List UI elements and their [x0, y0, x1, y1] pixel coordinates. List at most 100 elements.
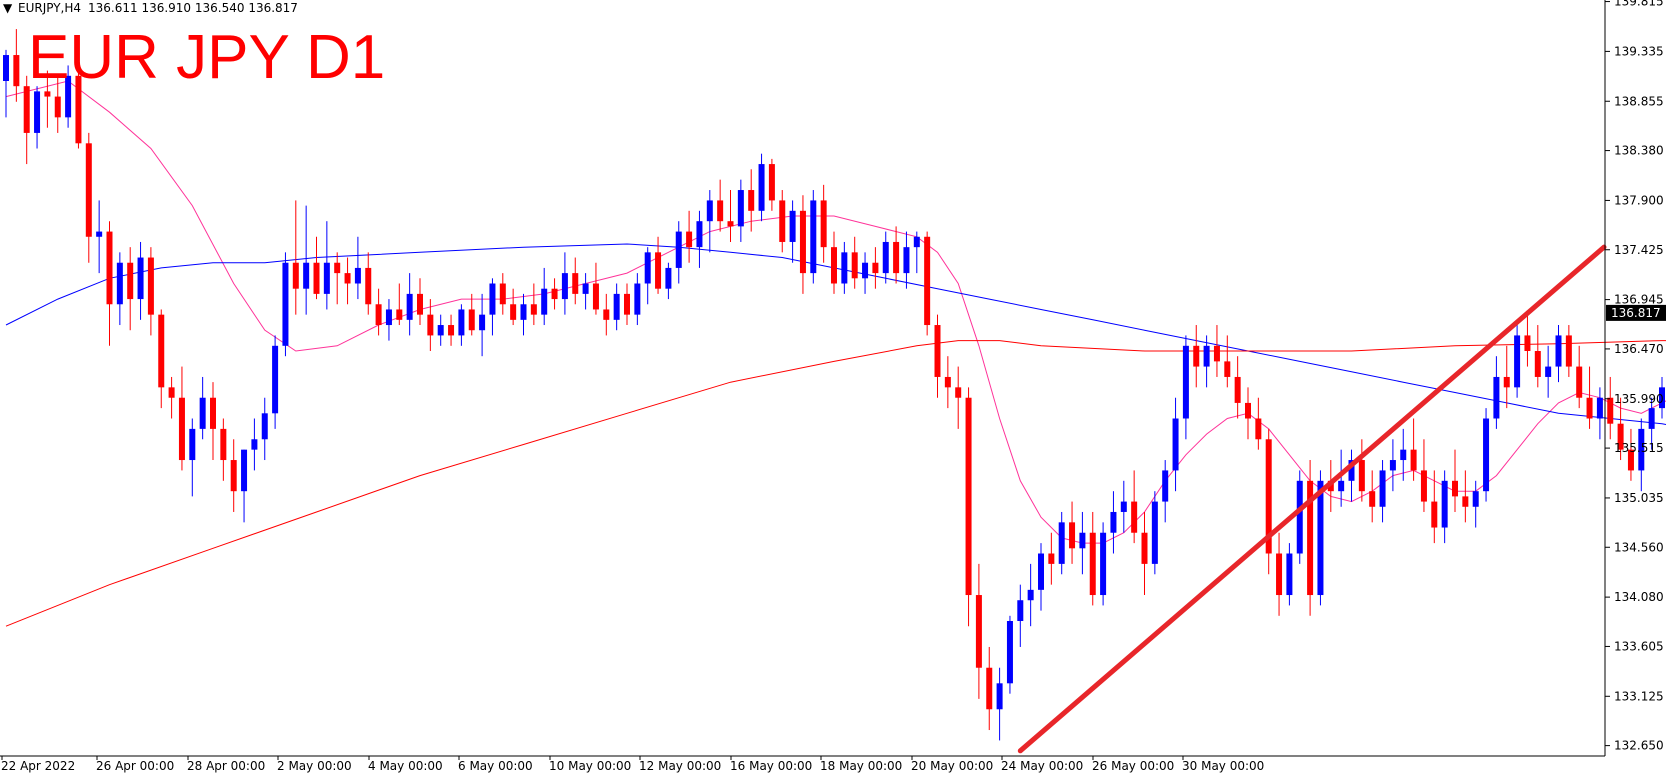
- candle: [1462, 470, 1469, 523]
- candle-body: [1472, 491, 1479, 507]
- candle-body: [354, 267, 361, 284]
- candle: [116, 252, 123, 326]
- candle: [417, 278, 423, 326]
- candle: [624, 283, 630, 326]
- candle-body: [220, 428, 227, 461]
- moving-average-line-2: [5, 243, 1666, 426]
- y-tick-label: 135.035: [1614, 491, 1664, 505]
- candle-body: [23, 86, 30, 133]
- candle-body: [727, 221, 734, 227]
- candle-body: [665, 267, 672, 289]
- candle-body: [147, 257, 154, 315]
- candle-body: [758, 164, 765, 211]
- candle: [520, 293, 527, 336]
- candle: [230, 439, 237, 512]
- candle-body: [1317, 480, 1324, 596]
- moving-average-line-1: [5, 80, 1666, 544]
- candle-body: [1514, 335, 1521, 388]
- candle-body: [624, 293, 630, 315]
- candle-body: [1483, 418, 1490, 492]
- candle-body: [251, 439, 258, 450]
- candle-body: [1617, 423, 1624, 450]
- candle-body: [272, 345, 279, 414]
- candle: [147, 247, 154, 336]
- candle-body: [1006, 621, 1013, 684]
- candle: [137, 241, 144, 320]
- candle: [510, 288, 517, 326]
- candle-body: [13, 55, 20, 87]
- candle: [272, 335, 279, 429]
- candle: [1131, 470, 1138, 544]
- candle: [924, 231, 931, 336]
- candle-body: [737, 190, 744, 227]
- candle: [1659, 376, 1665, 419]
- candle-body: [1586, 397, 1593, 419]
- candle: [1545, 345, 1552, 398]
- y-tick-label: 133.605: [1614, 639, 1664, 653]
- candle-body: [1255, 418, 1262, 440]
- candle: [1058, 511, 1065, 575]
- candle: [717, 179, 724, 232]
- candle-body: [230, 460, 237, 492]
- candle-body: [44, 91, 51, 97]
- candle: [530, 283, 537, 326]
- candle: [199, 376, 206, 440]
- header-triangle-icon[interactable]: ▼: [3, 1, 13, 15]
- candle-body: [34, 91, 41, 133]
- candle: [1565, 325, 1572, 377]
- candle: [1162, 460, 1169, 523]
- candle: [572, 257, 579, 305]
- candle: [499, 273, 506, 315]
- candle: [1048, 532, 1055, 585]
- x-tick-label: 6 May 00:00: [458, 759, 533, 773]
- candle: [737, 179, 744, 242]
- candle-body: [385, 309, 392, 326]
- candle-body: [820, 200, 827, 248]
- candle: [220, 418, 227, 481]
- candle: [261, 397, 268, 461]
- candle: [665, 262, 672, 300]
- candle: [189, 418, 196, 497]
- candle-body: [1296, 480, 1303, 554]
- y-tick-label: 134.080: [1614, 590, 1664, 604]
- candle-body: [437, 325, 444, 336]
- candle-body: [592, 283, 599, 310]
- candle-body: [1141, 532, 1148, 564]
- candle: [768, 158, 775, 211]
- x-tick-label: 28 Apr 00:00: [187, 759, 265, 773]
- candle-body: [1038, 553, 1044, 590]
- candle-body: [406, 293, 413, 320]
- candle: [975, 563, 982, 699]
- candle: [655, 236, 662, 294]
- candle-body: [75, 75, 82, 144]
- candle-body: [862, 262, 869, 279]
- candle: [686, 210, 693, 263]
- candle: [986, 646, 993, 731]
- candle-body: [1131, 501, 1138, 533]
- candle-body: [1638, 428, 1645, 471]
- candle: [210, 382, 216, 461]
- candle-body: [127, 262, 134, 300]
- candle-body: [1069, 522, 1076, 549]
- y-tick-label: 138.855: [1614, 94, 1664, 108]
- candle: [406, 273, 413, 336]
- candle-body: [396, 309, 403, 320]
- candle-body: [210, 397, 216, 429]
- support-trendline[interactable]: [1017, 244, 1607, 754]
- candle-body: [1017, 600, 1024, 621]
- candle-body: [417, 293, 423, 315]
- candle: [1245, 387, 1251, 440]
- candle: [178, 366, 185, 471]
- candle: [282, 252, 289, 357]
- candle-body: [934, 325, 941, 377]
- trendline-layer[interactable]: [1017, 244, 1607, 754]
- candle-body: [1265, 439, 1272, 554]
- candle-body: [1555, 335, 1562, 367]
- candle: [613, 283, 620, 331]
- y-tick-label: 133.125: [1614, 689, 1664, 703]
- candle: [1172, 397, 1179, 492]
- candle: [1110, 491, 1117, 554]
- y-tick-label: 137.900: [1614, 193, 1664, 207]
- candle-body: [1338, 480, 1345, 492]
